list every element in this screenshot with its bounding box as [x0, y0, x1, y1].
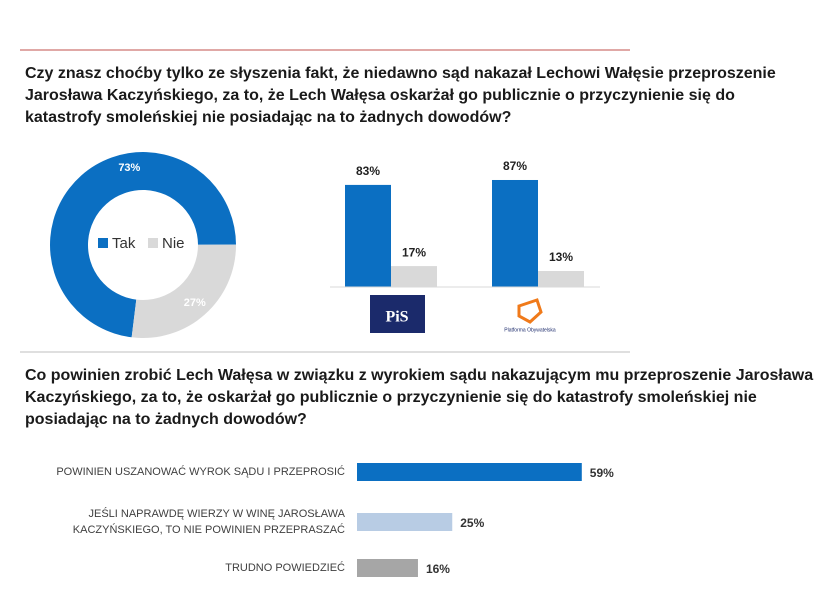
bar: [391, 266, 437, 287]
bar: [357, 559, 418, 577]
data-label: 17%: [402, 245, 426, 259]
bar: [357, 513, 453, 531]
pis-logo: [370, 295, 425, 333]
category-label: PiS: [385, 309, 408, 326]
category-label: JEŚLI NAPRAWDĘ WIERZY W WINĘ JAROSŁAWA K…: [72, 508, 345, 536]
data-label: 59%: [590, 466, 614, 480]
legend-swatch: [148, 238, 158, 248]
question-2: Co powinien zrobić Lech Wałęsa w związku…: [25, 367, 814, 428]
bar: [357, 463, 582, 481]
data-label: 87%: [503, 159, 527, 173]
bar: [538, 271, 584, 287]
question-1: Czy znasz choćby tylko ze słyszenia fakt…: [25, 65, 776, 126]
data-label: 27%: [184, 297, 206, 309]
data-label: 16%: [426, 562, 450, 576]
bar: [492, 179, 538, 287]
data-label: 83%: [356, 164, 380, 178]
legend-label: Tak: [112, 235, 136, 252]
legend-swatch: [98, 238, 108, 248]
legend-label: Nie: [162, 235, 185, 252]
category-label: POWINIEN USZANOWAĆ WYROK SĄDU I PRZEPROS…: [56, 466, 345, 478]
po-logo: [517, 298, 543, 324]
donut-slice: [50, 152, 236, 338]
bar: [345, 184, 391, 287]
category-label: TRUDNO POWIEDZIEĆ: [225, 562, 345, 574]
donut-slice: [131, 244, 236, 339]
data-label: 73%: [118, 162, 140, 174]
data-label: 25%: [460, 516, 484, 530]
data-label: 13%: [549, 250, 573, 264]
category-label: Platforma Obywatelska: [504, 327, 556, 333]
